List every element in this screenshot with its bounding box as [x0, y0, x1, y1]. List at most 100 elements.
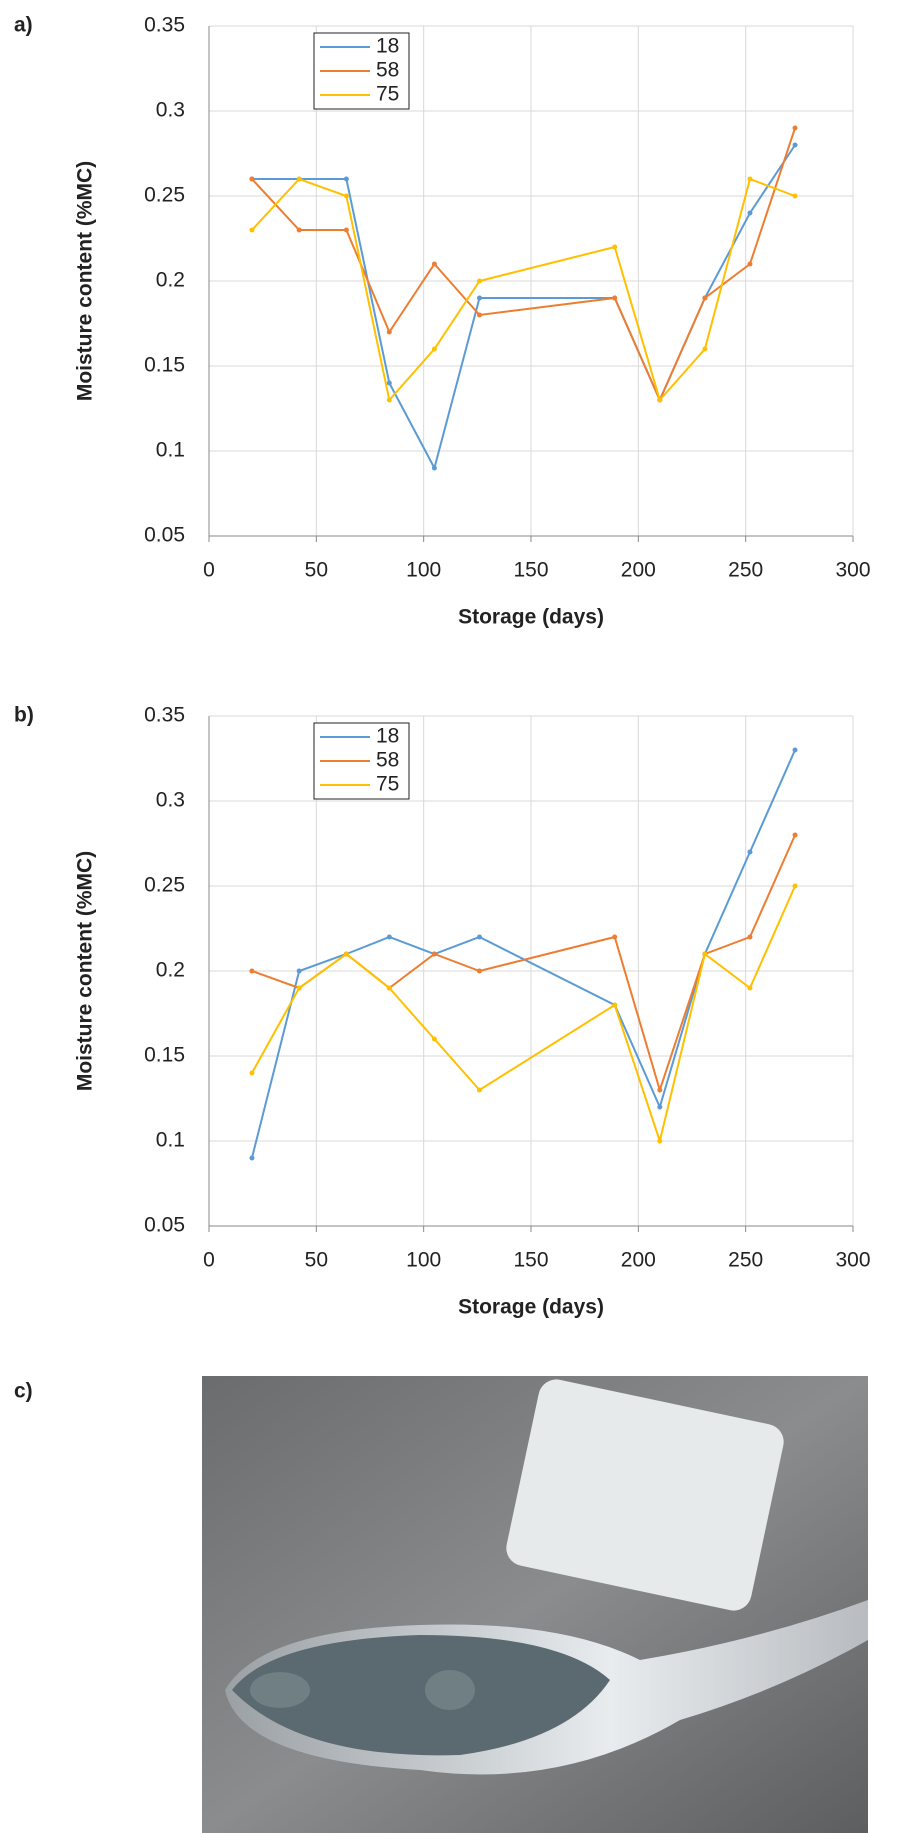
point — [386, 985, 392, 991]
y-axis-label: Moisture content (%MC) — [74, 161, 97, 401]
point — [343, 176, 349, 182]
point — [747, 261, 753, 267]
legend-label: 58 — [376, 59, 399, 82]
point — [386, 329, 392, 335]
point — [386, 380, 392, 386]
point — [792, 747, 798, 753]
point — [792, 193, 798, 199]
point — [296, 227, 302, 233]
point — [476, 295, 482, 301]
point — [747, 210, 753, 216]
point — [296, 968, 302, 974]
point — [249, 968, 255, 974]
series-line — [250, 749, 796, 1159]
panel-label: b) — [14, 704, 34, 727]
y-tick-label: 0.3 — [156, 99, 185, 122]
y-tick-label: 0.15 — [144, 354, 185, 377]
x-tick-label: 150 — [513, 559, 548, 582]
legend-label: 18 — [376, 725, 399, 748]
point — [431, 465, 437, 471]
y-tick-label: 0.1 — [156, 439, 185, 462]
point — [431, 346, 437, 352]
point — [612, 244, 618, 250]
series-line — [251, 144, 796, 471]
point — [657, 1104, 663, 1110]
y-tick-label: 0.35 — [144, 14, 185, 37]
point — [792, 125, 798, 131]
series-line — [251, 885, 796, 1145]
y-tick-label: 0.35 — [144, 704, 185, 727]
point — [343, 227, 349, 233]
x-tick-label: 250 — [728, 559, 763, 582]
point — [747, 176, 753, 182]
point — [249, 227, 255, 233]
y-tick-label: 0.3 — [156, 789, 185, 812]
series-line — [251, 177, 796, 403]
y-tick-label: 0.2 — [156, 269, 185, 292]
legend-label: 58 — [376, 749, 399, 772]
chart: a) 0.05 0.1 0.15 0.2 0.25 0.3 0.35 0 50 100 150 200 2… — [14, 14, 871, 629]
point — [657, 397, 663, 403]
point — [386, 934, 392, 940]
y-tick-label: 0.25 — [144, 184, 185, 207]
x-tick-label: 200 — [621, 559, 656, 582]
point — [476, 968, 482, 974]
point — [747, 985, 753, 991]
point — [386, 397, 392, 403]
x-axis-label: Storage (days) — [458, 1296, 604, 1319]
point — [702, 295, 708, 301]
y-tick-label: 0.25 — [144, 874, 185, 897]
x-tick-label: 200 — [621, 1249, 656, 1272]
point — [612, 934, 618, 940]
point — [296, 176, 302, 182]
x-tick-label: 250 — [728, 1249, 763, 1272]
point — [476, 1087, 482, 1093]
legend-label: 75 — [376, 773, 399, 796]
point — [296, 985, 302, 991]
point — [476, 312, 482, 318]
y-tick-label: 0.05 — [144, 524, 185, 547]
point — [657, 1138, 663, 1144]
legend-label: 18 — [376, 35, 399, 58]
point — [431, 1036, 437, 1042]
x-tick-label: 100 — [406, 559, 441, 582]
point — [431, 261, 437, 267]
x-tick-label: 150 — [513, 1249, 548, 1272]
x-tick-label: 300 — [835, 1249, 870, 1272]
y-axis-label: Moisture content (%MC) — [74, 851, 97, 1091]
y-tick-label: 0.15 — [144, 1044, 185, 1067]
point — [792, 832, 798, 838]
point — [702, 346, 708, 352]
x-tick-label: 50 — [305, 1249, 328, 1272]
point — [747, 934, 753, 940]
point — [249, 1070, 255, 1076]
point — [792, 142, 798, 148]
point — [612, 1002, 618, 1008]
x-tick-label: 100 — [406, 1249, 441, 1272]
point — [343, 951, 349, 957]
y-tick-label: 0.1 — [156, 1129, 185, 1152]
x-tick-label: 0 — [203, 559, 215, 582]
chart: b) 0.05 0.1 0.15 0.2 0.25 0.3 0.35 0 50 100 150 200 2… — [14, 704, 871, 1319]
point — [476, 934, 482, 940]
point — [431, 951, 437, 957]
y-tick-label: 0.2 — [156, 959, 185, 982]
x-axis-label: Storage (days) — [458, 606, 604, 629]
x-tick-label: 50 — [305, 559, 328, 582]
x-tick-label: 300 — [835, 559, 870, 582]
legend-label: 75 — [376, 83, 399, 106]
point — [612, 295, 618, 301]
series-line — [251, 127, 796, 403]
point — [343, 193, 349, 199]
point — [792, 883, 798, 889]
point — [657, 1087, 663, 1093]
panel-label: c) — [14, 1380, 33, 1403]
point — [747, 849, 753, 855]
point — [249, 176, 255, 182]
point — [249, 1155, 255, 1161]
point — [702, 951, 708, 957]
photo — [202, 1376, 868, 1833]
x-tick-label: 0 — [203, 1249, 215, 1272]
